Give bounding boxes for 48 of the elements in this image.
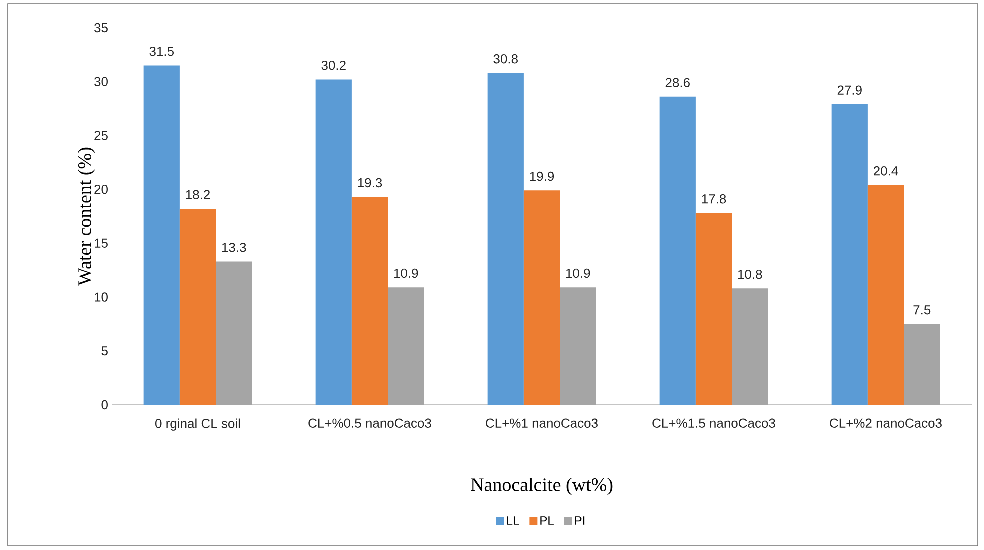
- x-axis-title: Nanocalcite (wt%): [471, 478, 613, 496]
- y-tick-label: 15: [95, 238, 108, 248]
- x-tick-label: 0 rginal CL soil: [156, 418, 240, 431]
- data-label: 17.8: [702, 194, 726, 204]
- x-tick-label: CL+%1.5 nanoCaco3: [652, 418, 776, 428]
- bar: [216, 262, 252, 405]
- data-label: 13.3: [222, 243, 246, 252]
- bar: [660, 96, 696, 405]
- y-tick-label: 30: [94, 77, 108, 86]
- y-tick-label: 0: [102, 400, 108, 410]
- data-label: 27.9: [838, 86, 862, 95]
- bar: [904, 324, 940, 405]
- bar: [696, 213, 732, 405]
- legend-label: PL: [540, 516, 554, 525]
- data-label: 30.2: [322, 60, 346, 70]
- data-label: 19.3: [358, 178, 382, 188]
- x-tick-label: CL+%0.5 nanoCaco3: [308, 418, 432, 428]
- data-label: 10.9: [394, 268, 418, 278]
- x-tick-label: CL+%1 nanoCaco3: [486, 418, 598, 428]
- data-label: 18.2: [186, 190, 210, 200]
- data-label: 30.8: [494, 54, 518, 64]
- data-label: 7.5: [914, 306, 931, 315]
- data-label: 19.9: [530, 172, 554, 182]
- bar: [488, 73, 524, 405]
- bar: [144, 66, 180, 405]
- data-label: 10.8: [738, 270, 762, 280]
- data-label: 31.5: [150, 46, 174, 56]
- bar: [524, 190, 560, 405]
- bar: [732, 288, 768, 405]
- y-tick-label: 10: [95, 292, 108, 302]
- bar: [868, 185, 904, 405]
- y-tick-label: 25: [94, 131, 108, 140]
- y-tick-label: 35: [94, 23, 108, 33]
- y-tick-label: 20: [94, 184, 108, 194]
- legend-label: PI: [575, 516, 585, 525]
- bar: [560, 288, 596, 405]
- x-tick-label: CL+%2 nanoCaco3: [830, 418, 942, 428]
- legend-label: LL: [507, 516, 520, 525]
- data-label: 20.4: [874, 166, 898, 176]
- y-tick-label: 5: [102, 346, 108, 356]
- bar: [180, 208, 216, 405]
- y-axis-title: Water content (%): [78, 148, 96, 286]
- data-label: 10.9: [566, 268, 590, 278]
- bar: [832, 104, 868, 405]
- bar: [316, 80, 352, 405]
- data-label: 28.6: [666, 78, 690, 88]
- bar: [352, 197, 388, 405]
- bar: [388, 288, 424, 405]
